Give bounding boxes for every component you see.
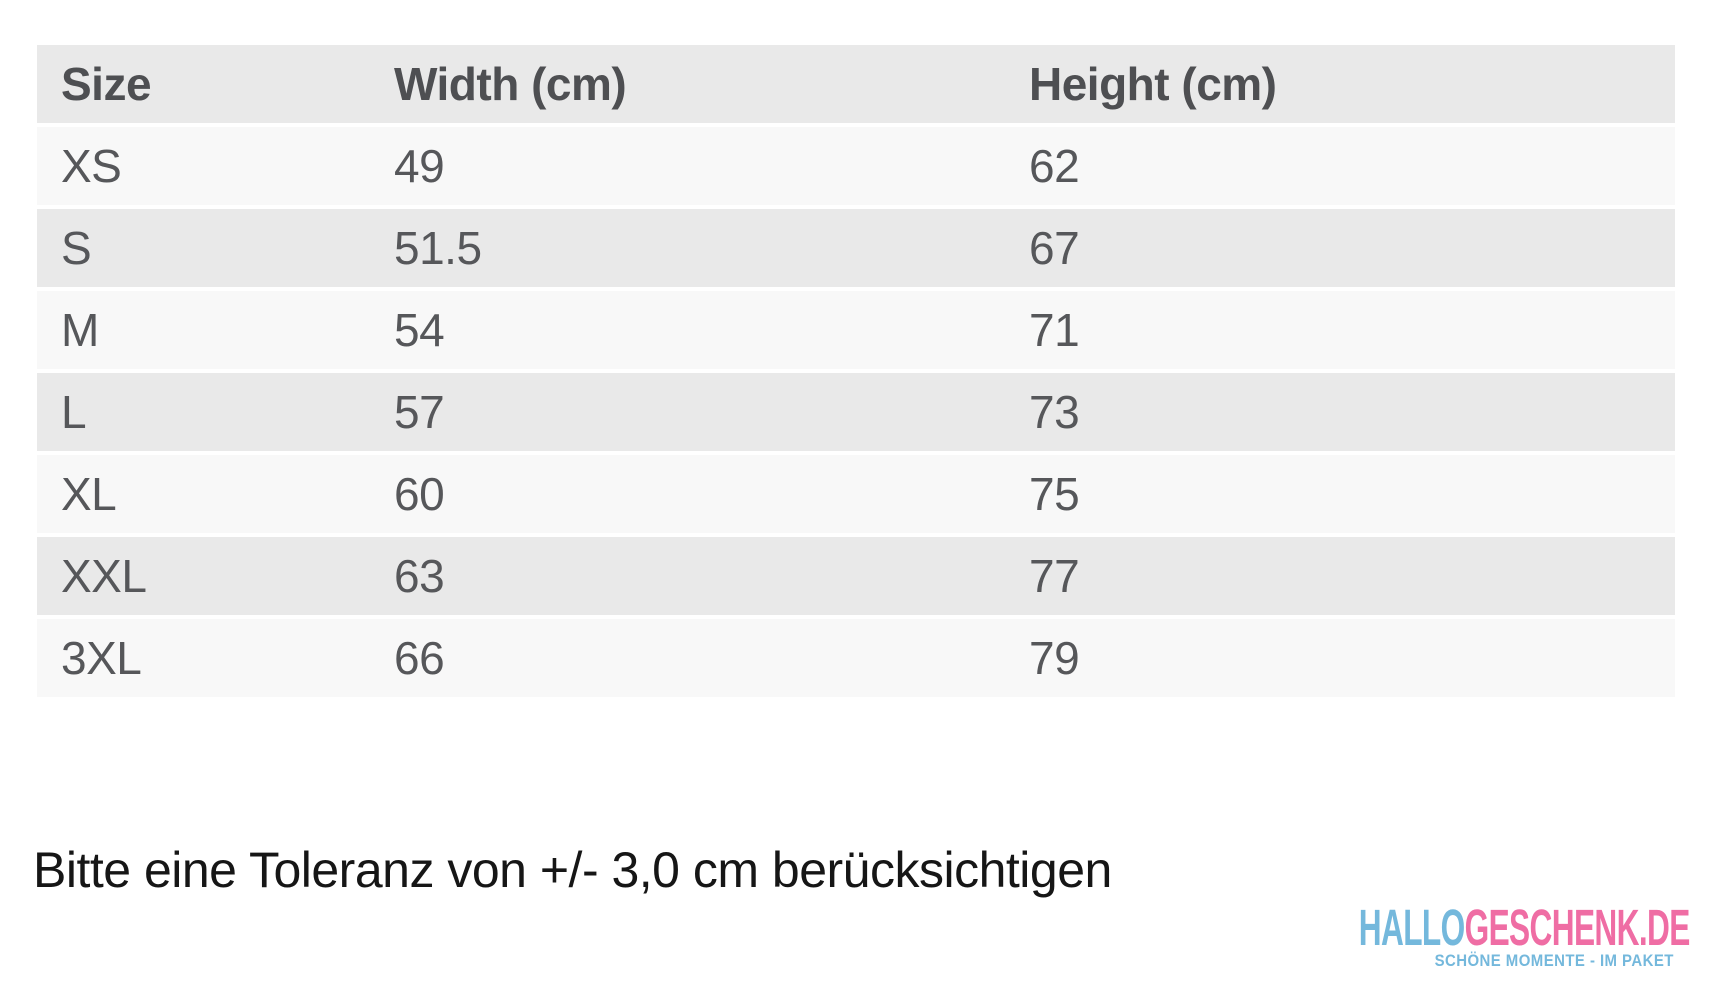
size-cell: M bbox=[37, 291, 370, 373]
width-cell: 60 bbox=[370, 455, 1005, 537]
size-cell: XS bbox=[37, 127, 370, 209]
brand-wordmark-hallo: HALLO bbox=[1359, 899, 1465, 956]
brand-tagline: SCHÖNE MOMENTE - IM PAKET bbox=[1434, 951, 1675, 970]
tolerance-note: Bitte eine Toleranz von +/- 3,0 cm berüc… bbox=[33, 842, 1112, 898]
height-cell: 71 bbox=[1005, 291, 1675, 373]
size-cell: XXL bbox=[37, 537, 370, 619]
table-row-xxl: XXL 63 77 bbox=[37, 537, 1675, 619]
table-row-s: S 51.5 67 bbox=[37, 209, 1675, 291]
width-cell: 49 bbox=[370, 127, 1005, 209]
width-cell: 51.5 bbox=[370, 209, 1005, 291]
table-row-m: M 54 71 bbox=[37, 291, 1675, 373]
height-cell: 62 bbox=[1005, 127, 1675, 209]
table-row-3xl: 3XL 66 79 bbox=[37, 619, 1675, 701]
size-cell: L bbox=[37, 373, 370, 455]
table-header-row: Size Width (cm) Height (cm) bbox=[37, 45, 1675, 127]
width-cell: 54 bbox=[370, 291, 1005, 373]
width-cell: 63 bbox=[370, 537, 1005, 619]
width-cell: 66 bbox=[370, 619, 1005, 701]
height-cell: 67 bbox=[1005, 209, 1675, 291]
column-header-size: Size bbox=[37, 45, 370, 127]
height-cell: 77 bbox=[1005, 537, 1675, 619]
brand-wordmark-geschenk: GESCHENK.DE bbox=[1464, 899, 1691, 956]
brand-wordmark: HALLOGESCHENK.DE bbox=[1359, 902, 1691, 953]
size-table: Size Width (cm) Height (cm) XS 49 62 S 5… bbox=[37, 45, 1675, 701]
size-cell: S bbox=[37, 209, 370, 291]
column-header-height: Height (cm) bbox=[1005, 45, 1675, 127]
table-row-l: L 57 73 bbox=[37, 373, 1675, 455]
height-cell: 75 bbox=[1005, 455, 1675, 537]
table-row-xs: XS 49 62 bbox=[37, 127, 1675, 209]
width-cell: 57 bbox=[370, 373, 1005, 455]
size-cell: XL bbox=[37, 455, 370, 537]
table-row-xl: XL 60 75 bbox=[37, 455, 1675, 537]
column-header-width: Width (cm) bbox=[370, 45, 1005, 127]
height-cell: 73 bbox=[1005, 373, 1675, 455]
size-cell: 3XL bbox=[37, 619, 370, 701]
height-cell: 79 bbox=[1005, 619, 1675, 701]
brand-logo: HALLOGESCHENK.DE SCHÖNE MOMENTE - IM PAK… bbox=[1156, 902, 1691, 970]
